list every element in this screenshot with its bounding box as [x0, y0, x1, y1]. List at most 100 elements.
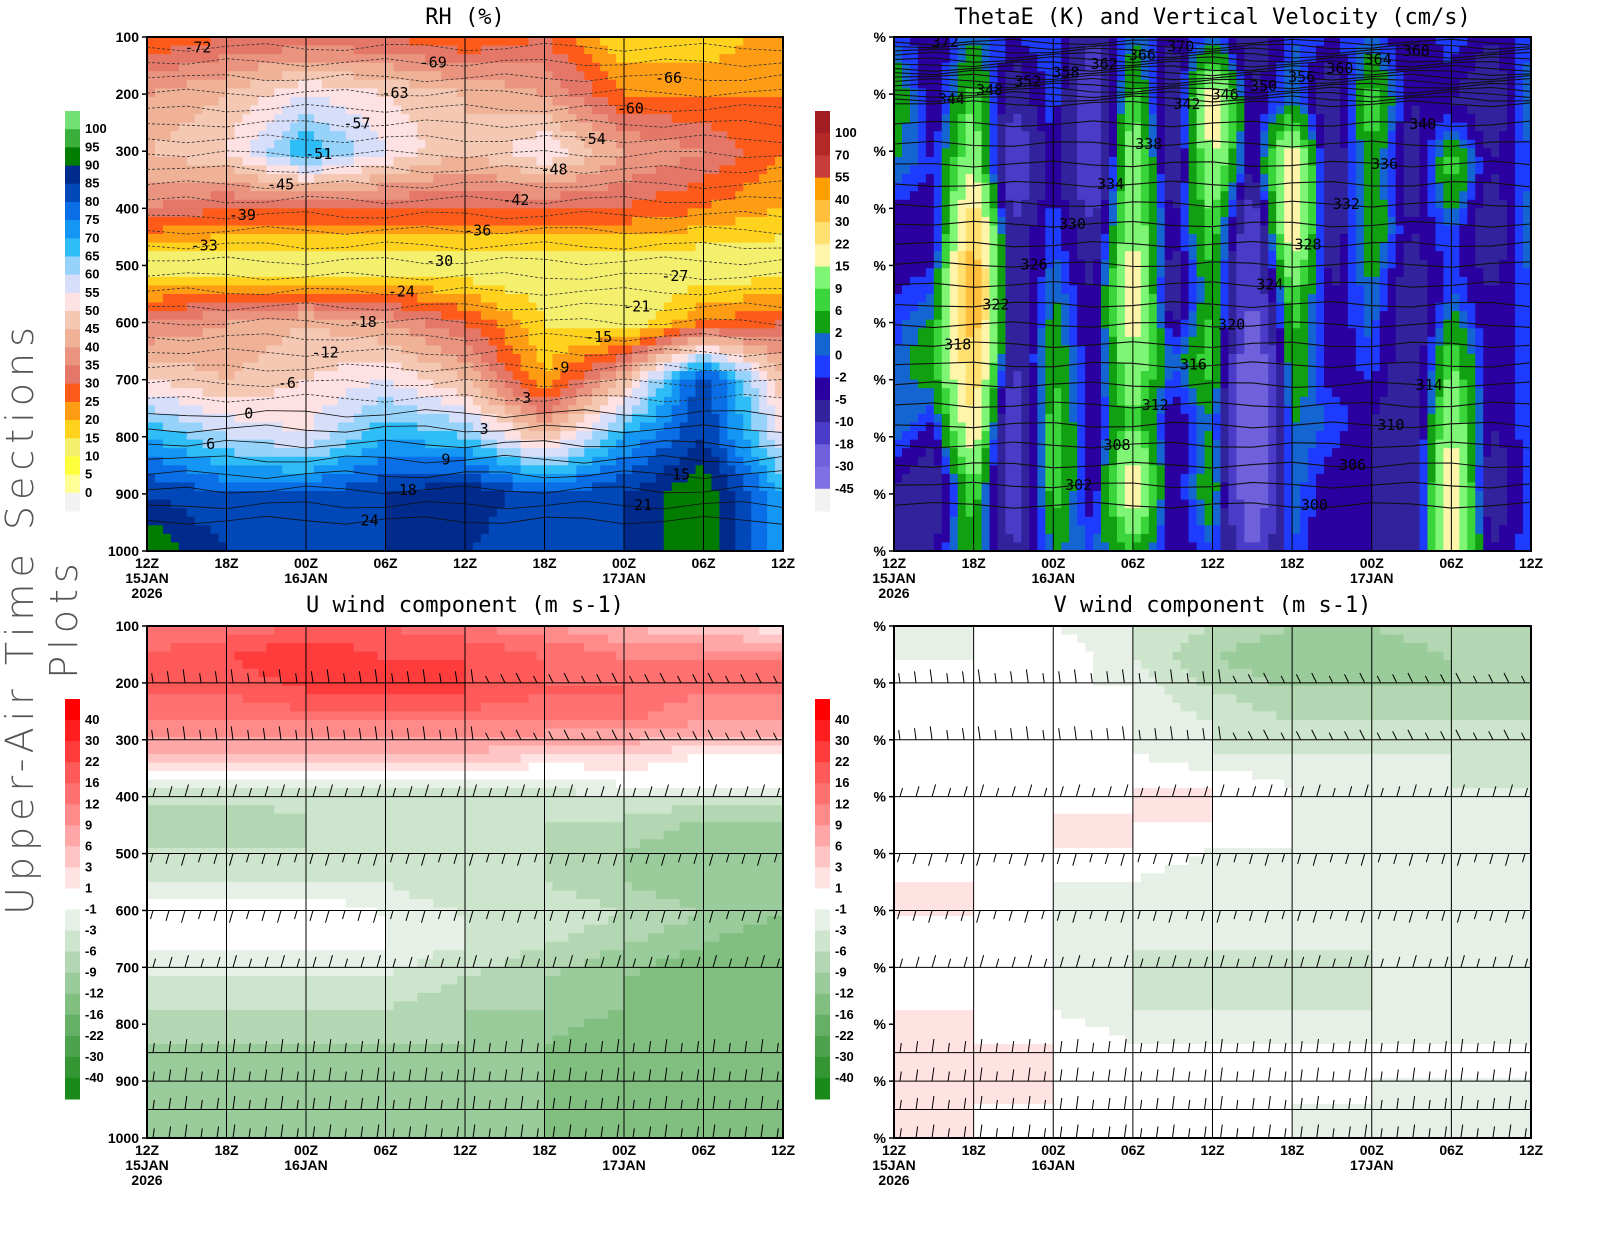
field-cell — [751, 422, 760, 432]
field-cell — [631, 439, 641, 449]
field-cell — [631, 156, 641, 167]
field-cell — [671, 156, 681, 167]
field-cell — [767, 491, 776, 501]
field-cell — [353, 182, 363, 192]
field-cell — [496, 259, 506, 269]
field-cell — [496, 165, 506, 175]
contour-label: -6 — [278, 374, 296, 392]
field-cell — [671, 388, 681, 398]
field-cell — [472, 242, 482, 252]
field-cell — [568, 405, 577, 415]
field-cell — [321, 328, 331, 338]
field-cell — [759, 294, 768, 304]
field-cell — [186, 131, 196, 141]
field-cell — [560, 328, 569, 338]
field-cell — [154, 379, 164, 389]
field-cell — [306, 216, 315, 227]
field-cell — [393, 165, 402, 175]
field-cell — [409, 37, 418, 47]
field-cell — [345, 405, 355, 415]
field-cell — [703, 251, 713, 261]
field-cell — [274, 491, 283, 501]
field-cell — [616, 114, 625, 124]
field-cell — [449, 45, 458, 55]
field-cell — [528, 79, 538, 89]
field-cell — [274, 379, 283, 389]
field-cell — [274, 328, 283, 338]
field-cell — [457, 491, 466, 501]
field-cell — [544, 542, 554, 552]
field-cell — [743, 131, 752, 141]
field-cell — [393, 62, 402, 72]
field-cell — [170, 174, 180, 184]
field-cell — [639, 79, 649, 89]
field-cell — [767, 174, 776, 184]
field-cell — [536, 114, 546, 124]
field-cell — [433, 225, 442, 235]
field-cell — [242, 336, 251, 346]
field-cell — [186, 79, 196, 89]
field-cell — [751, 216, 760, 227]
field-cell — [433, 285, 442, 295]
field-cell — [210, 268, 220, 278]
field-cell — [679, 336, 689, 346]
field-cell — [194, 542, 204, 552]
field-cell — [441, 431, 450, 441]
field-cell — [274, 242, 283, 252]
field-cell — [655, 259, 665, 269]
field-cell — [647, 216, 657, 227]
field-cell — [329, 156, 339, 167]
field-cell — [631, 465, 641, 475]
field-cell — [552, 542, 561, 552]
field-cell — [345, 328, 355, 338]
field-cell — [600, 431, 609, 441]
field-cell — [194, 276, 204, 287]
field-cell — [544, 105, 554, 115]
field-cell — [647, 174, 657, 184]
field-cell — [711, 276, 720, 287]
field-cell — [465, 465, 474, 475]
field-cell — [377, 182, 387, 192]
field-cell — [162, 473, 172, 484]
field-cell — [258, 353, 267, 364]
contour-line — [146, 470, 784, 479]
field-cell — [496, 79, 506, 89]
field-cell — [528, 353, 538, 364]
field-cell — [306, 62, 315, 72]
field-cell — [178, 165, 188, 175]
field-cell — [544, 96, 554, 107]
field-cell — [393, 371, 402, 381]
field-cell — [552, 516, 561, 526]
field-cell — [576, 242, 585, 252]
field-cell — [417, 345, 426, 355]
field-cell — [449, 533, 458, 544]
field-cell — [703, 208, 713, 218]
field-cell — [250, 465, 259, 475]
field-cell — [433, 353, 442, 364]
field-cell — [671, 448, 681, 458]
field-cell — [512, 122, 522, 132]
field-cell — [552, 156, 561, 167]
field-cell — [417, 482, 426, 492]
field-cell — [433, 62, 442, 72]
field-cell — [154, 88, 164, 98]
field-cell — [767, 234, 776, 244]
field-cell — [361, 491, 371, 501]
field-cell — [584, 413, 593, 424]
field-cell — [417, 302, 426, 312]
field-cell — [703, 156, 713, 167]
field-cell — [377, 542, 387, 552]
field-cell — [258, 37, 267, 47]
field-cell — [775, 379, 784, 389]
field-cell — [552, 37, 561, 47]
field-cell — [345, 491, 355, 501]
field-cell — [306, 379, 315, 389]
field-cell — [401, 156, 410, 167]
field-cell — [695, 71, 705, 81]
field-cell — [465, 388, 474, 398]
field-cell — [679, 465, 689, 475]
field-cell — [687, 525, 697, 535]
field-cell — [369, 199, 379, 209]
field-cell — [218, 251, 228, 261]
field-cell — [592, 405, 601, 415]
